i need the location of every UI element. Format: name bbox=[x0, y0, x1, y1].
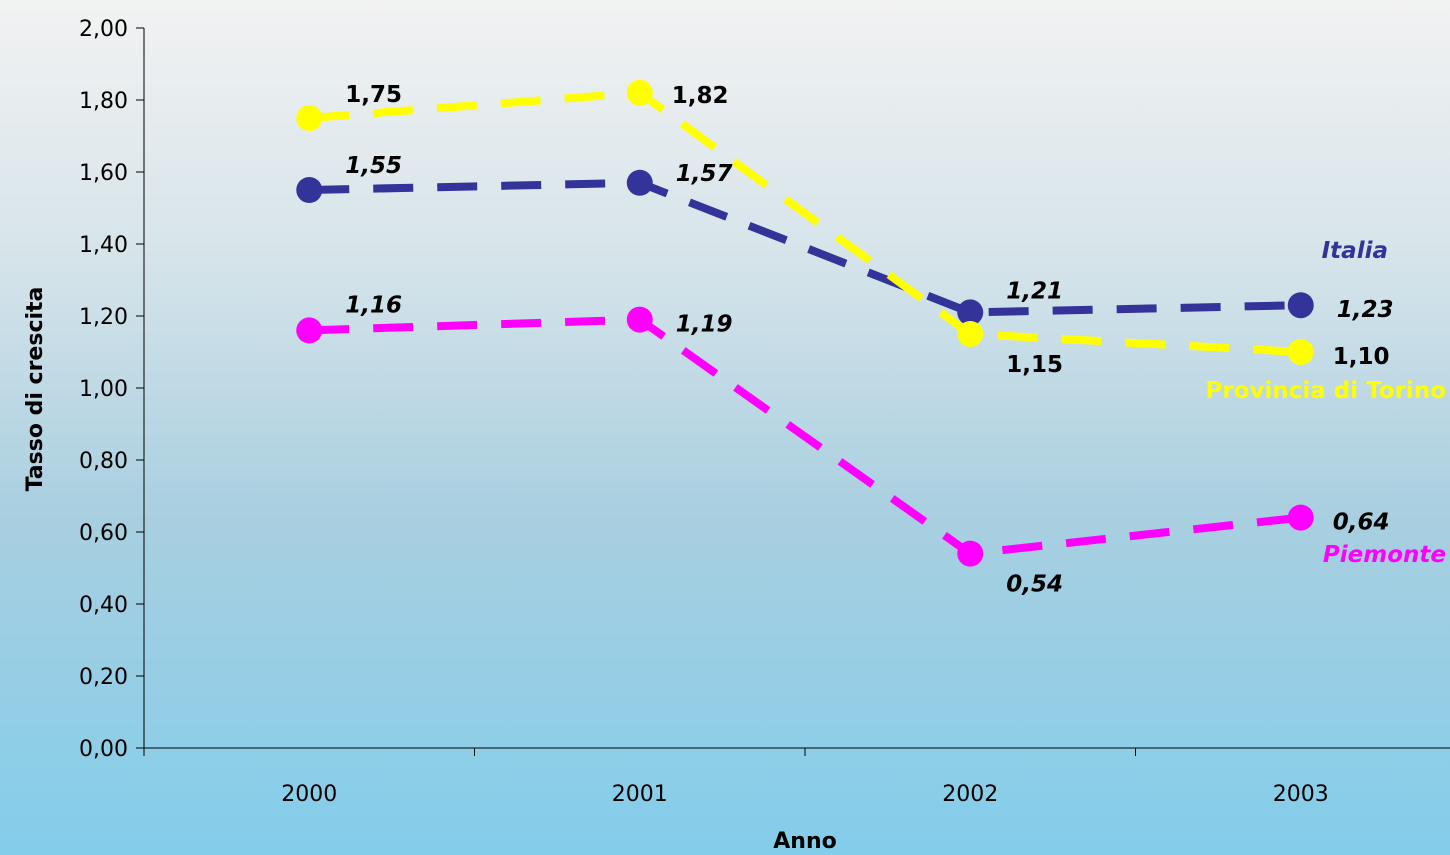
y-tick-label: 0,00 bbox=[79, 737, 128, 762]
x-tick-label: 2000 bbox=[281, 782, 337, 807]
data-point bbox=[1287, 504, 1314, 531]
data-point bbox=[626, 169, 653, 196]
series-provincia-di-torino bbox=[296, 79, 1314, 365]
data-label: 1,23 bbox=[1337, 297, 1394, 323]
series-line bbox=[309, 315, 1302, 558]
data-label: 1,16 bbox=[345, 292, 402, 318]
data-label: 1,21 bbox=[1006, 278, 1063, 304]
series-name-label: Italia bbox=[1322, 238, 1388, 264]
series-name-label: Piemonte bbox=[1323, 542, 1446, 568]
data-label: 0,64 bbox=[1333, 510, 1390, 536]
data-label: 1,19 bbox=[676, 312, 733, 338]
data-label: 0,54 bbox=[1006, 572, 1063, 598]
data-point bbox=[957, 299, 984, 326]
y-axis: 0,00 0,20 0,40 0,60 0,80 1,00 1,20 1,40 1,60 1,80… bbox=[79, 17, 145, 762]
y-tick-label: 0,40 bbox=[79, 593, 128, 618]
data-point bbox=[296, 177, 323, 203]
data-point bbox=[1287, 292, 1314, 319]
data-label: 1,82 bbox=[672, 83, 729, 109]
data-label: 1,75 bbox=[345, 82, 402, 108]
y-tick-label: 0,20 bbox=[79, 665, 128, 690]
data-labels: 1,55 1,57 1,21 1,23 1,75 1,82 1,15 1,10 1,16 1,19… bbox=[345, 82, 1446, 598]
series-line bbox=[308, 88, 1301, 356]
series-italia bbox=[296, 169, 1314, 326]
data-point bbox=[1287, 339, 1314, 365]
data-point bbox=[626, 79, 653, 106]
y-axis-title: Tasso di crescita bbox=[23, 287, 48, 492]
series-piemonte bbox=[296, 306, 1314, 567]
y-tick-label: 2,00 bbox=[79, 17, 128, 42]
x-axis-title: Anno bbox=[773, 829, 836, 854]
data-label: 1,15 bbox=[1006, 352, 1063, 378]
y-tick-label: 1,40 bbox=[79, 233, 128, 258]
y-tick-label: 1,60 bbox=[79, 161, 128, 186]
data-point bbox=[957, 540, 984, 567]
x-tick-label: 2001 bbox=[612, 782, 668, 807]
series-name-label: Provincia di Torino bbox=[1206, 378, 1447, 404]
y-tick-label: 1,80 bbox=[79, 89, 128, 114]
data-label: 1,55 bbox=[345, 153, 402, 179]
x-tick-label: 2003 bbox=[1273, 782, 1329, 807]
y-tick-label: 0,60 bbox=[79, 521, 128, 546]
series-line bbox=[309, 178, 1301, 317]
x-tick-label: 2002 bbox=[942, 782, 998, 807]
y-tick-label: 0,80 bbox=[79, 449, 128, 474]
data-label: 1,57 bbox=[676, 161, 733, 187]
x-axis: 2000 2001 2002 2003 bbox=[143, 747, 1450, 807]
data-point bbox=[296, 105, 323, 131]
data-point bbox=[957, 321, 984, 347]
series-layer bbox=[296, 79, 1314, 567]
data-point bbox=[626, 306, 653, 333]
y-tick-label: 1,00 bbox=[79, 377, 128, 402]
y-tick-label: 1,20 bbox=[79, 305, 128, 330]
data-label: 1,10 bbox=[1333, 344, 1390, 370]
data-point bbox=[296, 317, 323, 344]
